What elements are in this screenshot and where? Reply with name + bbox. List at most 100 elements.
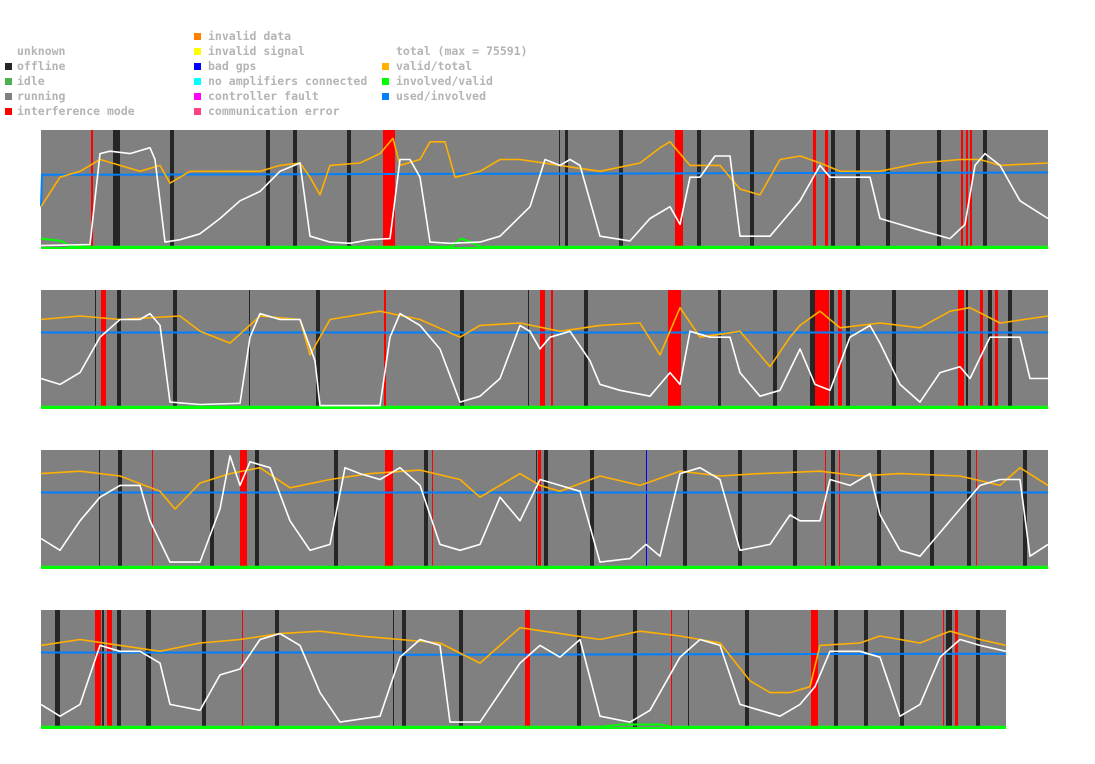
legend-label: running	[17, 89, 66, 103]
interference-band	[958, 290, 964, 408]
legend-swatch	[382, 78, 389, 85]
interference-band	[838, 290, 842, 408]
offline-band	[834, 610, 838, 728]
legend-label: communication error	[208, 104, 340, 118]
legend-label: offline	[17, 59, 66, 73]
offline-band	[745, 610, 749, 728]
offline-band	[983, 130, 987, 248]
interference-band	[825, 130, 828, 248]
interference-band	[995, 290, 998, 408]
offline-band	[173, 290, 177, 408]
interference-band	[668, 290, 681, 408]
legend-label: interference mode	[17, 104, 135, 118]
valid-total-line	[40, 137, 1049, 208]
offline-band	[773, 290, 777, 408]
offline-band	[117, 290, 121, 408]
offline-band	[424, 450, 428, 568]
offline-band	[460, 290, 464, 408]
offline-band	[249, 290, 250, 408]
interference-band	[839, 450, 840, 568]
legend-swatch	[194, 93, 201, 100]
offline-band	[334, 450, 338, 568]
legend-label: total (max = 75591)	[396, 44, 528, 58]
interference-band	[152, 450, 153, 568]
offline-band	[544, 450, 548, 568]
legend-swatch	[194, 108, 201, 115]
total-line	[40, 146, 1049, 247]
legend-swatch	[5, 108, 12, 115]
offline-band	[966, 290, 968, 408]
offline-band	[864, 610, 868, 728]
interference-band	[95, 610, 101, 728]
legend-swatch	[382, 93, 389, 100]
legend-label: invalid signal	[208, 44, 305, 58]
offline-band	[95, 290, 96, 408]
legend-label: no amplifiers connected	[208, 74, 368, 88]
interference-band	[385, 450, 393, 568]
offline-band	[750, 130, 754, 248]
offline-band	[738, 450, 742, 568]
offline-band	[718, 290, 721, 408]
interference-band	[551, 290, 553, 408]
interference-band	[955, 610, 958, 728]
offline-band	[255, 450, 259, 568]
offline-band	[316, 290, 320, 408]
offline-band	[900, 610, 904, 728]
interference-band	[980, 290, 983, 408]
offline-band	[146, 610, 151, 728]
offline-band	[590, 450, 594, 568]
offline-band	[683, 450, 687, 568]
offline-band	[577, 610, 581, 728]
legend-swatch	[194, 63, 201, 70]
offline-band	[118, 450, 122, 568]
offline-band	[210, 450, 214, 568]
legend-swatch	[5, 63, 12, 70]
offline-band	[459, 610, 463, 728]
offline-band	[55, 610, 60, 728]
offline-band	[856, 130, 860, 248]
interference-band	[101, 290, 106, 408]
legend-label: involved/valid	[396, 74, 493, 88]
legend-swatch	[5, 78, 12, 85]
offline-band	[697, 130, 701, 248]
offline-band	[559, 130, 560, 248]
legend-label: invalid data	[208, 29, 292, 43]
offline-band	[1008, 290, 1012, 408]
offline-band	[633, 610, 637, 728]
offline-band	[688, 610, 689, 728]
interference-band	[107, 610, 112, 728]
offline-band	[1023, 450, 1027, 568]
offline-band	[293, 130, 297, 248]
total-line	[40, 632, 1007, 723]
offline-band	[892, 290, 896, 408]
offline-band	[565, 130, 568, 248]
legend-label: used/involved	[396, 89, 487, 103]
offline-band	[619, 130, 623, 248]
offline-band	[402, 610, 406, 728]
interference-band	[966, 130, 968, 248]
offline-band	[793, 450, 797, 568]
used-involved-line	[41, 651, 1007, 656]
legend-label: unknown	[17, 44, 66, 58]
total-line	[40, 312, 1048, 407]
offline-band	[830, 290, 834, 408]
interference-band	[242, 610, 243, 728]
legend-swatch	[5, 93, 12, 100]
offline-band	[202, 610, 206, 728]
interference-band	[384, 290, 386, 408]
legend-swatch	[194, 33, 201, 40]
offline-band	[846, 290, 850, 408]
interference-band	[675, 130, 683, 248]
interference-band	[525, 610, 530, 728]
valid-total-line	[40, 466, 1049, 510]
involved-valid-line	[41, 723, 1006, 728]
interference-band	[813, 130, 816, 248]
offline-band	[584, 290, 588, 408]
legend-label: controller fault	[208, 89, 319, 103]
interference-band	[943, 610, 944, 728]
offline-band	[117, 610, 121, 728]
valid-total-line	[40, 626, 1007, 694]
bad_gps-band	[646, 450, 647, 568]
offline-band	[937, 130, 941, 248]
